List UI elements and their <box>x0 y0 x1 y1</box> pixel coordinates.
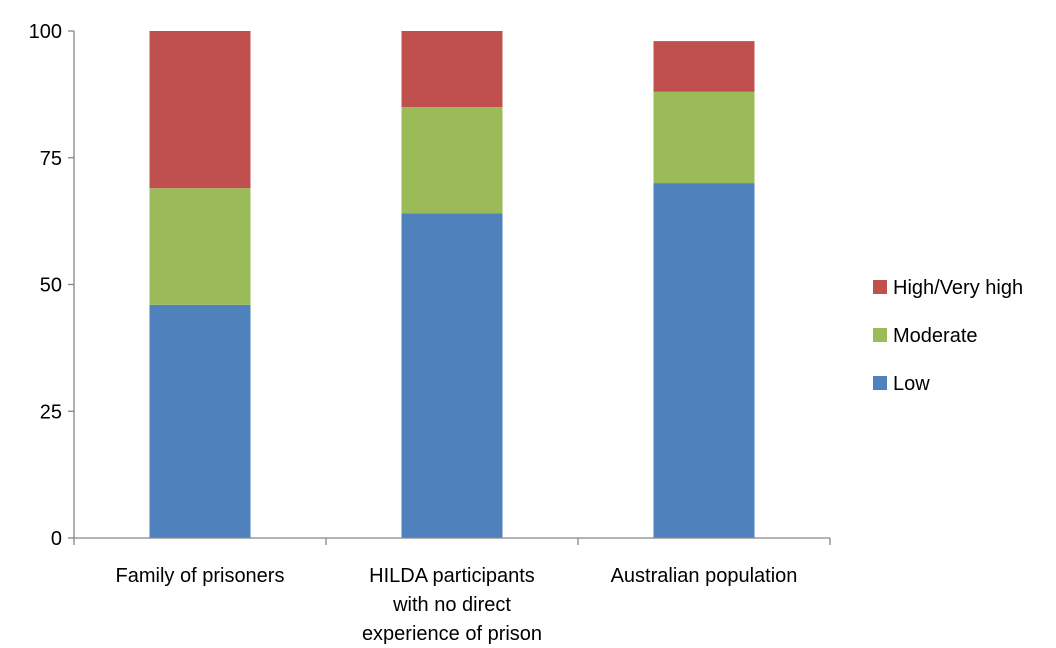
legend: High/Very high Moderate Low <box>873 277 1023 395</box>
x-category-labels: Family of prisoners HILDA participants wit… <box>116 565 798 645</box>
y-tick-label: 50 <box>40 275 62 297</box>
legend-label-moderate: Moderate <box>893 325 978 347</box>
x-category-label-3: Australian population <box>611 565 798 587</box>
y-tick-label: 0 <box>51 528 62 550</box>
legend-label-high-very-high: High/Very high <box>893 277 1023 299</box>
y-tick-label: 25 <box>40 401 62 423</box>
y-tick-labels: 0 25 50 75 100 <box>29 21 62 550</box>
bar-segment-moderate-2 <box>401 107 503 214</box>
legend-label-low: Low <box>893 373 930 395</box>
x-category-label-line: Australian population <box>611 565 798 587</box>
bar-segment-moderate-1 <box>149 188 251 305</box>
x-category-label-line: with no direct <box>392 594 511 616</box>
bar-segment-high-very-high-1 <box>149 31 251 189</box>
y-tick-label: 100 <box>29 21 62 43</box>
bars-layer <box>149 31 755 538</box>
legend-swatch-low <box>873 376 887 390</box>
axes-layer <box>68 30 831 545</box>
y-tick-label: 75 <box>40 148 62 170</box>
bar-segment-low-1 <box>149 304 251 538</box>
x-category-label-1: Family of prisoners <box>116 565 285 587</box>
bar-segment-high-very-high-2 <box>401 31 503 108</box>
bar-segment-moderate-3 <box>653 91 755 184</box>
bar-segment-low-2 <box>401 213 503 538</box>
x-category-label-2: HILDA participants with no direct experien… <box>362 565 542 645</box>
legend-swatch-moderate <box>873 328 887 342</box>
x-category-label-line: experience of prison <box>362 623 542 645</box>
bar-segment-high-very-high-3 <box>653 41 755 92</box>
bar-segment-low-3 <box>653 183 755 538</box>
x-category-label-line: Family of prisoners <box>116 565 285 587</box>
legend-swatch-high-very-high <box>873 280 887 294</box>
x-category-label-line: HILDA participants <box>369 565 535 587</box>
